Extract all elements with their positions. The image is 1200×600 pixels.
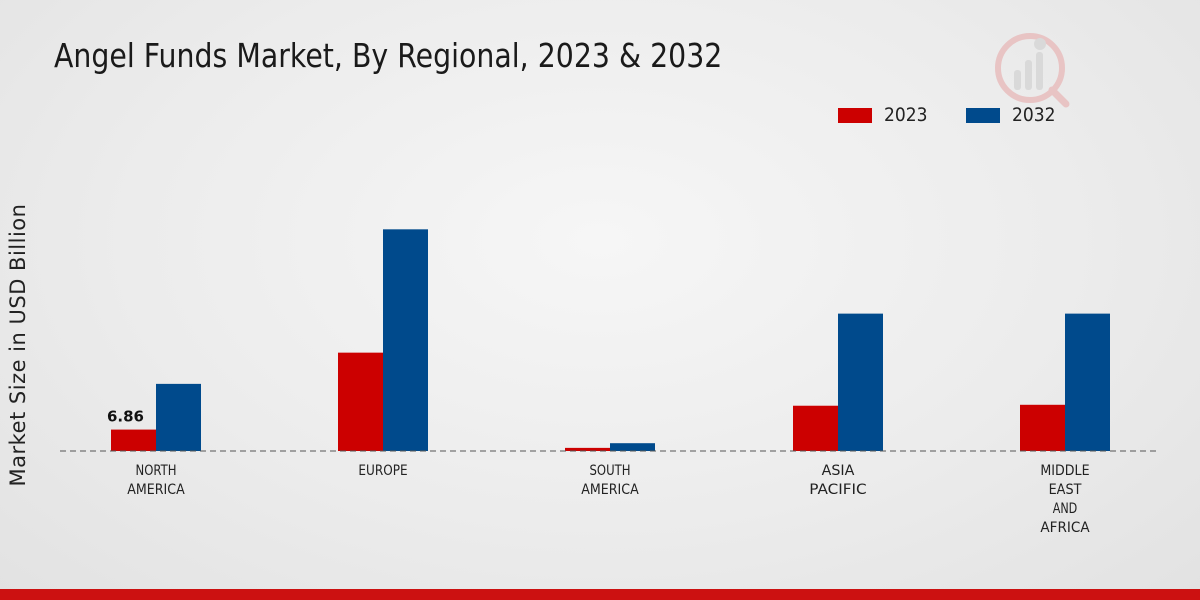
legend-swatch-2023 bbox=[838, 107, 872, 123]
bar-2023-europe bbox=[338, 352, 383, 451]
x-tick-label-south-america: SOUTH AMERICA bbox=[581, 463, 639, 498]
legend-item-2023: 2023 bbox=[838, 104, 932, 126]
x-tick-label-north-america: NORTH AMERICA bbox=[127, 463, 185, 498]
bar-2032-asia-pacific bbox=[838, 313, 883, 451]
bar-2023-asia-pacific bbox=[793, 405, 838, 451]
bar-2032-middle-east-and-africa bbox=[1065, 313, 1110, 451]
legend-label-2032: 2032 bbox=[1012, 104, 1056, 126]
bar-2032-europe bbox=[383, 229, 428, 451]
bar-2023-north-america bbox=[111, 429, 156, 451]
x-tick-label-europe: EUROPE bbox=[358, 463, 407, 479]
legend-swatch-2032 bbox=[966, 107, 1001, 123]
bar-2023-middle-east-and-africa bbox=[1020, 404, 1065, 451]
chart-legend: 2023 2032 bbox=[838, 104, 1095, 126]
x-tick-label-asia-pacific: ASIA PACIFIC bbox=[809, 463, 867, 498]
data-label-2023-0: 6.86 bbox=[107, 408, 144, 426]
legend-item-2032: 2032 bbox=[966, 104, 1060, 126]
bar-2032-south-america bbox=[610, 443, 655, 451]
legend-label-2023: 2023 bbox=[884, 104, 928, 126]
x-tick-label-middle-east-and-africa: MIDDLE EAST AND AFRICA bbox=[1040, 463, 1090, 536]
chart-title: Angel Funds Market, By Regional, 2023 & … bbox=[54, 36, 723, 75]
bar-2032-north-america bbox=[156, 383, 201, 451]
brand-logo-icon bbox=[995, 33, 1070, 108]
bar-2023-south-america bbox=[565, 447, 610, 451]
footer-accent-bar bbox=[0, 589, 1200, 600]
